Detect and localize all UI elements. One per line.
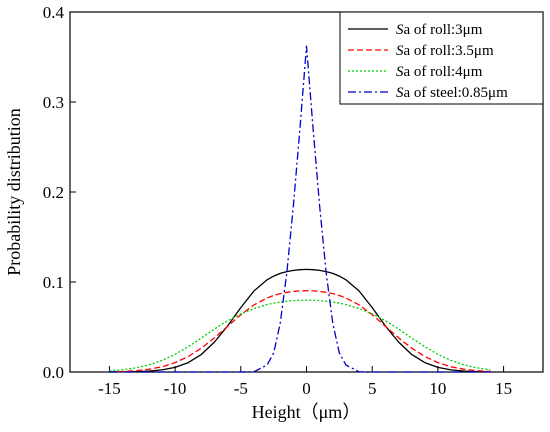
legend-entry-prefix: S xyxy=(396,22,404,38)
y-tick-label: 0.3 xyxy=(43,93,64,112)
y-tick-label: 0.1 xyxy=(43,273,64,292)
legend-entry: Sa of roll:3μm xyxy=(396,22,483,38)
x-tick-label: 5 xyxy=(368,379,377,398)
x-tick-label: 10 xyxy=(429,379,446,398)
legend-entry-prefix: S xyxy=(396,85,404,101)
series-lines xyxy=(109,45,491,373)
y-tick-label: 0.2 xyxy=(43,183,64,202)
legend-entry-label: a of roll:3.5μm xyxy=(404,43,494,59)
legend-entry: Sa of roll:4μm xyxy=(396,64,483,80)
x-tick-label: 15 xyxy=(495,379,512,398)
legend-entry: Sa of roll:3.5μm xyxy=(396,43,494,59)
legend-entry-prefix: S xyxy=(396,43,404,59)
legend-entry-label: a of roll:3μm xyxy=(404,22,483,38)
x-tick-label: -5 xyxy=(234,379,248,398)
series-line-0 xyxy=(109,268,491,373)
x-axis-title: Height（μm） xyxy=(252,402,361,422)
legend-entry-prefix: S xyxy=(396,64,404,80)
series-line-3 xyxy=(109,45,491,373)
legend-entry: Sa of steel:0.85μm xyxy=(396,85,508,101)
legend-box xyxy=(339,11,544,105)
x-tick-label: -10 xyxy=(164,379,187,398)
series-line-1 xyxy=(109,290,491,373)
axis-ticks: -15 -10 -5 0 5 10 15 0.0 0.1 0.2 0.3 0.4 xyxy=(43,3,512,398)
y-tick-label: 0.0 xyxy=(43,363,64,382)
x-tick-label: 0 xyxy=(302,379,311,398)
x-tick-label: -15 xyxy=(98,379,121,398)
legend-entry-label: a of roll:4μm xyxy=(404,64,483,80)
legend-entry-label: a of steel:0.85μm xyxy=(404,85,509,101)
y-tick-label: 0.4 xyxy=(43,3,65,22)
y-axis-title: Probability distribution xyxy=(4,108,24,276)
series-line-2 xyxy=(109,299,491,372)
